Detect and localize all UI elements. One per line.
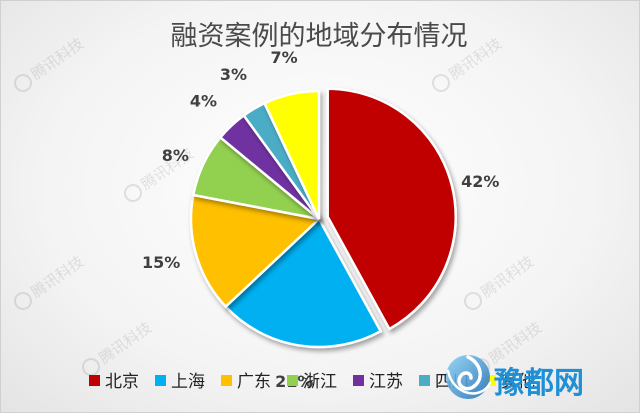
legend-swatch-6 (419, 375, 430, 386)
brand-swirl-icon (446, 355, 492, 399)
tencent-logo-icon (432, 74, 450, 92)
legend-swatch-4 (287, 375, 298, 386)
watermark-5: 腾讯科技 (464, 252, 537, 310)
legend-label-3: 广东 (237, 372, 271, 392)
chart-title: 融资案例的地域分布情况 (171, 21, 468, 52)
tencent-logo-icon (124, 184, 142, 202)
watermark-text: 腾讯科技 (96, 318, 155, 367)
legend-swatch-1 (89, 375, 100, 386)
pie-label-5: 4% (190, 91, 217, 110)
pie-label-6: 3% (220, 65, 247, 84)
watermark-text: 腾讯科技 (28, 252, 87, 301)
legend-label-2: 上海 (171, 372, 205, 392)
legend-label-5: 江苏 (369, 372, 403, 392)
pie-labels: 42%21%15%8%4%3%7% (142, 48, 499, 391)
legend-swatch-2 (155, 375, 166, 386)
legend-label-1: 北京 (105, 372, 139, 392)
brand-logo-text: 豫都网 (494, 366, 584, 401)
brand-logo: 豫都网 (446, 355, 584, 401)
legend-swatch-7 (485, 375, 496, 386)
tencent-logo-icon (82, 358, 100, 376)
legend-label-4: 浙江 (303, 372, 337, 392)
watermark-6: 腾讯科技 (82, 318, 155, 376)
tencent-logo-icon (14, 74, 32, 92)
pie-slice-3 (189, 193, 322, 309)
watermark-text: 腾讯科技 (478, 252, 537, 301)
pie-slices (189, 87, 457, 349)
watermark-4: 腾讯科技 (14, 252, 87, 310)
watermark-text: 腾讯科技 (486, 318, 545, 367)
pie-slice-2 (223, 216, 383, 349)
pie-label-7: 7% (271, 48, 298, 67)
watermark-text: 腾讯科技 (28, 34, 87, 83)
legend-label-7: 其他 (501, 372, 535, 392)
legend-swatch-5 (353, 375, 364, 386)
pie-label-1: 42% (461, 172, 499, 191)
pie-label-3: 15% (142, 253, 180, 272)
pie-slice-7 (262, 89, 321, 220)
watermark-1: 腾讯科技 (14, 34, 87, 92)
tencent-logo-icon (14, 292, 32, 310)
pie-slice-1 (326, 87, 457, 331)
pie-label-4: 8% (162, 146, 189, 165)
tencent-logo-icon (464, 292, 482, 310)
legend-swatch-3 (221, 375, 232, 386)
